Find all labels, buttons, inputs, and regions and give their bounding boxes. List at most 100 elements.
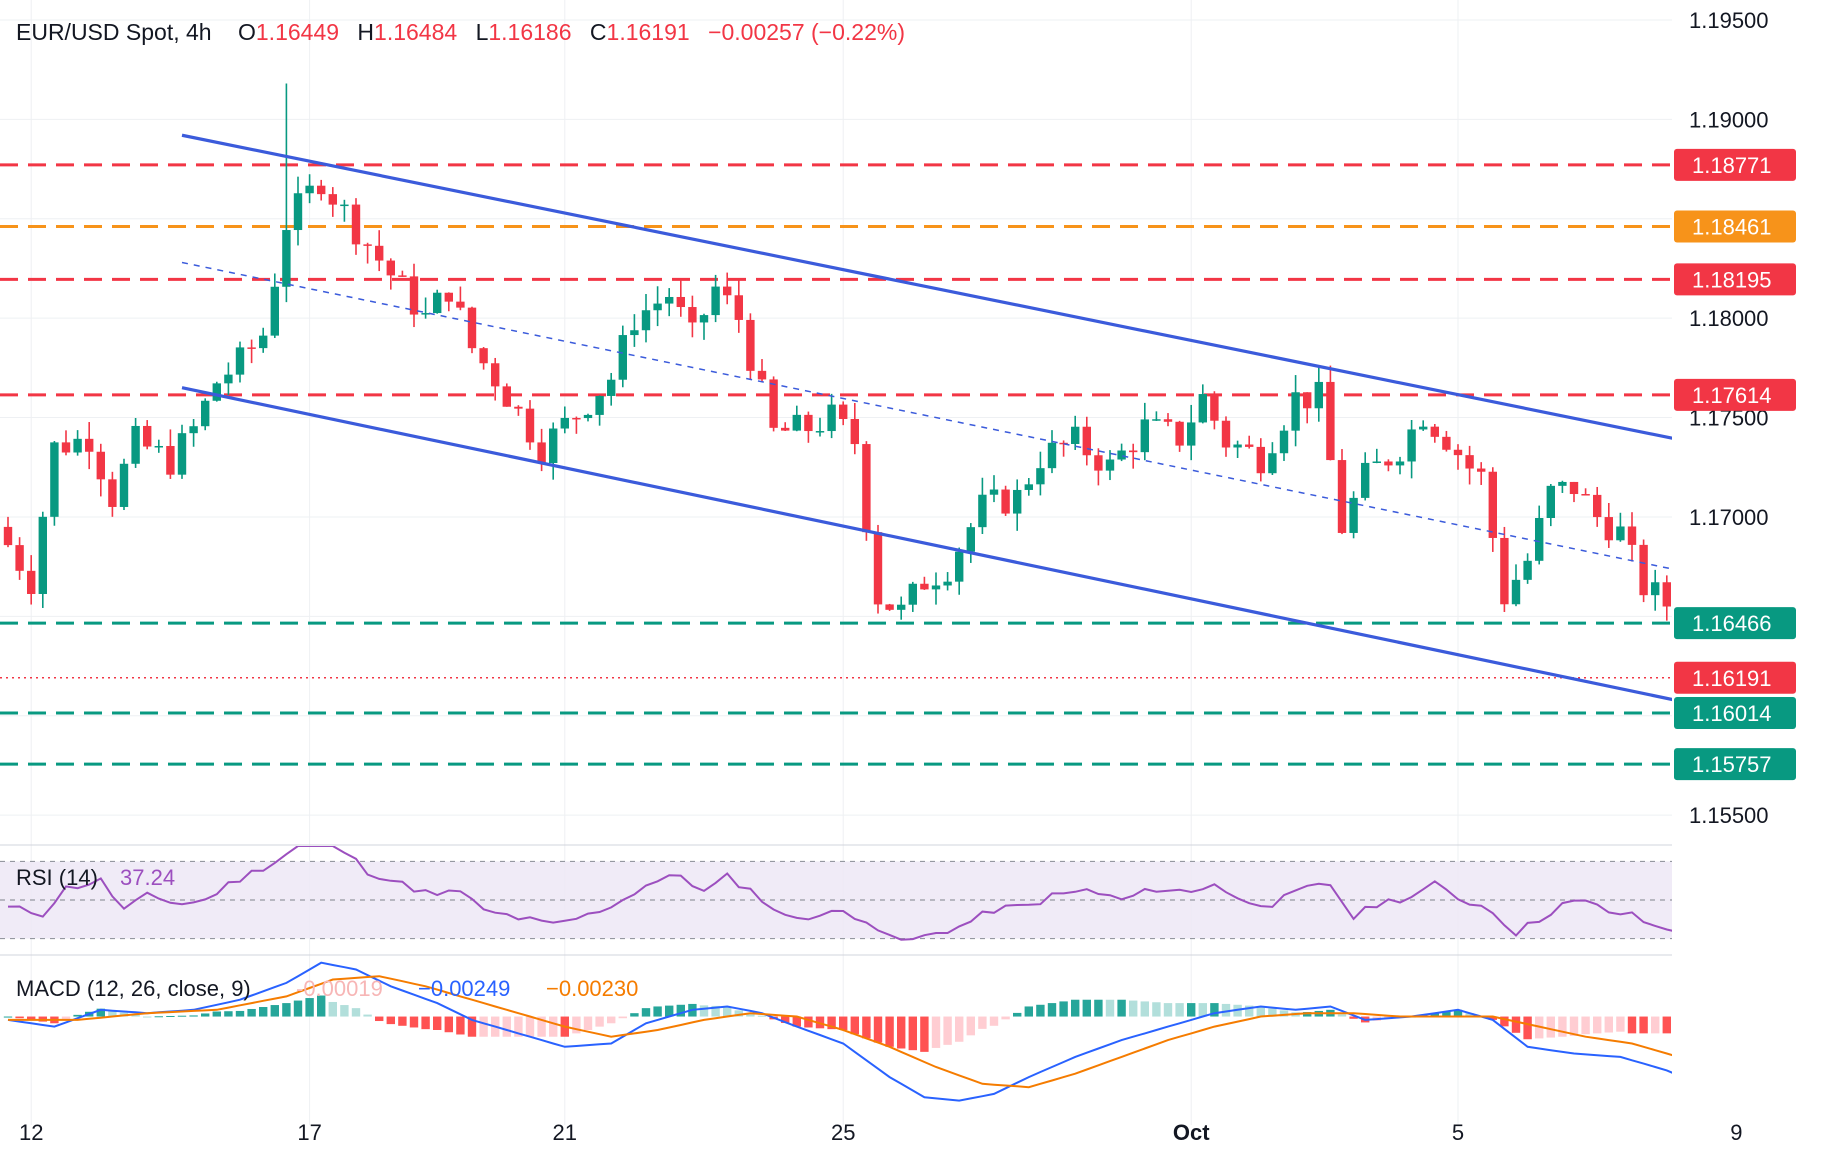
candle-body[interactable] [328, 194, 337, 205]
candle-body[interactable] [827, 404, 836, 432]
level-1.18195-tag[interactable] [1674, 263, 1796, 296]
candle-body[interactable] [1233, 444, 1242, 448]
candle-body[interactable] [769, 379, 778, 428]
candle-body[interactable] [908, 583, 917, 605]
candle-body[interactable] [943, 581, 952, 586]
candle-body[interactable] [340, 204, 349, 207]
candle-body[interactable] [1639, 544, 1648, 596]
candle-body[interactable] [375, 245, 384, 261]
candle-body[interactable] [235, 347, 245, 375]
candle-body[interactable] [723, 286, 732, 296]
candle-body[interactable] [154, 445, 163, 448]
candle-body[interactable] [1662, 582, 1671, 607]
candle-body[interactable] [1361, 462, 1370, 498]
candle-body[interactable] [897, 604, 906, 610]
candle-body[interactable] [1372, 461, 1381, 463]
candle-body[interactable] [1152, 419, 1161, 421]
candle-body[interactable] [595, 395, 604, 415]
candle-body[interactable] [653, 303, 662, 311]
level-1.18461-tag[interactable] [1674, 210, 1796, 243]
candle-body[interactable] [491, 363, 500, 387]
candle-body[interactable] [282, 230, 291, 287]
candle-body[interactable] [1210, 394, 1219, 421]
candle-body[interactable] [978, 494, 987, 528]
candle-body[interactable] [676, 296, 685, 308]
candle-body[interactable] [572, 417, 581, 420]
candle-body[interactable] [3, 526, 13, 546]
channel-lower-line[interactable] [181, 386, 1822, 740]
candle-body[interactable] [1047, 442, 1057, 469]
candle-body[interactable] [467, 307, 477, 349]
candle-body[interactable] [839, 404, 848, 419]
candle-body[interactable] [1384, 461, 1393, 466]
candle-body[interactable] [607, 379, 616, 396]
candle-body[interactable] [1129, 450, 1138, 453]
trend-channel[interactable] [181, 133, 1822, 740]
candle-body[interactable] [1245, 444, 1254, 447]
candle-body[interactable] [641, 310, 651, 331]
level-1.18771-tag[interactable] [1674, 148, 1796, 181]
candle-body[interactable] [1546, 485, 1555, 518]
candle-body[interactable] [421, 313, 430, 315]
candle-body[interactable] [1395, 461, 1405, 466]
candle-body[interactable] [1303, 392, 1312, 409]
candle-body[interactable] [1268, 453, 1277, 474]
candle-body[interactable] [1314, 381, 1323, 409]
candle-body[interactable] [989, 489, 999, 495]
candle-body[interactable] [1163, 419, 1173, 422]
candle-body[interactable] [862, 444, 871, 533]
candle-body[interactable] [1059, 442, 1068, 445]
candle-body[interactable] [711, 286, 720, 316]
candle-body[interactable] [119, 463, 129, 507]
candle-body[interactable] [38, 516, 47, 594]
candle-body[interactable] [1453, 449, 1463, 456]
candle-body[interactable] [201, 400, 210, 427]
candle-body[interactable] [363, 244, 372, 246]
candle-body[interactable] [537, 442, 546, 464]
last-price-tag[interactable] [1674, 661, 1796, 694]
candle-body[interactable] [85, 438, 94, 452]
candle-body[interactable] [1419, 426, 1428, 430]
candle-body[interactable] [305, 185, 314, 194]
candle-body[interactable] [1337, 460, 1347, 533]
channel-mid-line[interactable] [181, 261, 1822, 608]
candle-body[interactable] [1430, 426, 1439, 437]
candle-body[interactable] [1291, 392, 1300, 431]
candle-body[interactable] [583, 414, 593, 419]
candle-body[interactable] [1024, 484, 1033, 490]
candle-body[interactable] [757, 370, 767, 380]
candle-body[interactable] [746, 319, 755, 371]
candle-body[interactable] [143, 425, 152, 447]
candle-body[interactable] [502, 386, 511, 407]
candle-body[interactable] [224, 374, 233, 384]
candle-body[interactable] [1604, 517, 1613, 541]
candle-body[interactable] [456, 301, 465, 308]
candle-body[interactable] [50, 442, 59, 517]
candle-body[interactable] [850, 418, 859, 445]
candle-body[interactable] [1187, 422, 1196, 446]
candle-body[interactable] [781, 427, 790, 431]
candle-body[interactable] [1569, 481, 1579, 495]
candle-body[interactable] [270, 286, 279, 336]
candle-body[interactable] [560, 417, 569, 429]
candle-body[interactable] [630, 330, 639, 336]
candle-body[interactable] [317, 185, 326, 195]
candle-body[interactable] [618, 335, 627, 380]
candle-body[interactable] [815, 431, 825, 433]
candle-body[interactable] [1279, 430, 1289, 454]
level-1.17614-tag[interactable] [1674, 378, 1796, 411]
candle-body[interactable] [386, 260, 395, 276]
candle-body[interactable] [1105, 459, 1115, 471]
candle-body[interactable] [873, 532, 883, 605]
level-1.15757-tag[interactable] [1674, 748, 1796, 781]
price-axis[interactable]: 1.195001.190001.180001.175001.170001.155… [1672, 0, 1822, 1160]
candle-body[interactable] [351, 204, 361, 245]
candle-body[interactable] [966, 527, 975, 552]
candle-body[interactable] [1477, 468, 1486, 472]
candle-body[interactable] [1442, 436, 1451, 450]
candle-body[interactable] [1117, 450, 1126, 460]
candle-body[interactable] [444, 292, 453, 302]
channel-upper-line[interactable] [181, 133, 1822, 477]
candle-body[interactable] [293, 193, 303, 231]
candle-body[interactable] [885, 604, 894, 610]
